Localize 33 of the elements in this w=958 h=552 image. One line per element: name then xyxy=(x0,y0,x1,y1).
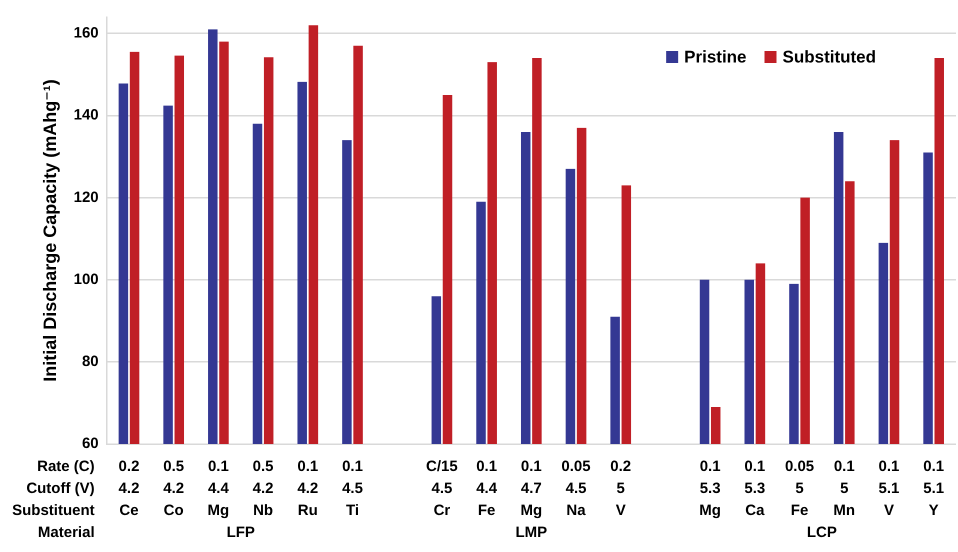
x-tick-label: 0.1 5.3 Mg xyxy=(699,458,721,520)
y-tick-label: 140 xyxy=(74,106,99,124)
x-tick-label: 0.2 4.2 Ce xyxy=(118,458,140,520)
x-tick-label: 0.1 5.1 Y xyxy=(923,458,944,520)
text: Rate (C) xyxy=(37,458,95,476)
x-tick-label: 0.05 4.5 Na xyxy=(561,458,591,520)
y-tick-label: 160 xyxy=(74,24,99,42)
text: LFP xyxy=(226,524,255,542)
text: Cutoff (V) xyxy=(26,480,95,498)
x-tick-label: 0.1 5.3 Ca xyxy=(744,458,766,520)
x-tick-label: 0.1 4.5 Ti xyxy=(342,458,363,520)
y-tick-label: 60 xyxy=(82,435,99,452)
x-tick-label: 0.1 4.4 Fe xyxy=(476,458,498,520)
y-tick-label: 80 xyxy=(82,353,99,370)
text: LMP xyxy=(515,524,548,542)
x-tick-label: 0.1 5 Mn xyxy=(833,458,856,520)
x-tick-label: 0.1 4.2 Ru xyxy=(297,458,318,520)
x-tick-label: 0.05 5 Fe xyxy=(784,458,814,520)
legend-label: Substituted xyxy=(782,48,876,67)
x-tick-label: 0.1 5.1 V xyxy=(878,458,900,520)
y-axis-title: Initial Discharge Capacity (mAhg⁻¹) xyxy=(40,79,60,382)
legend-label: Pristine xyxy=(684,48,747,67)
x-tick-label: 0.1 4.4 Mg xyxy=(208,458,230,520)
y-tick-label: 120 xyxy=(74,188,99,206)
text: Material xyxy=(38,524,95,542)
x-tick-label: 0.5 4.2 Co xyxy=(163,458,184,520)
text: LCP xyxy=(806,524,837,542)
x-tick-label: 0.2 5 V xyxy=(610,458,632,520)
y-tick-label: 100 xyxy=(74,270,99,288)
x-tick-label: 0.5 4.2 Nb xyxy=(252,458,274,520)
text: Substituent xyxy=(12,502,95,520)
x-tick-label: C/15 4.5 Cr xyxy=(426,458,458,520)
x-tick-label: 0.1 4.7 Mg xyxy=(520,458,542,520)
